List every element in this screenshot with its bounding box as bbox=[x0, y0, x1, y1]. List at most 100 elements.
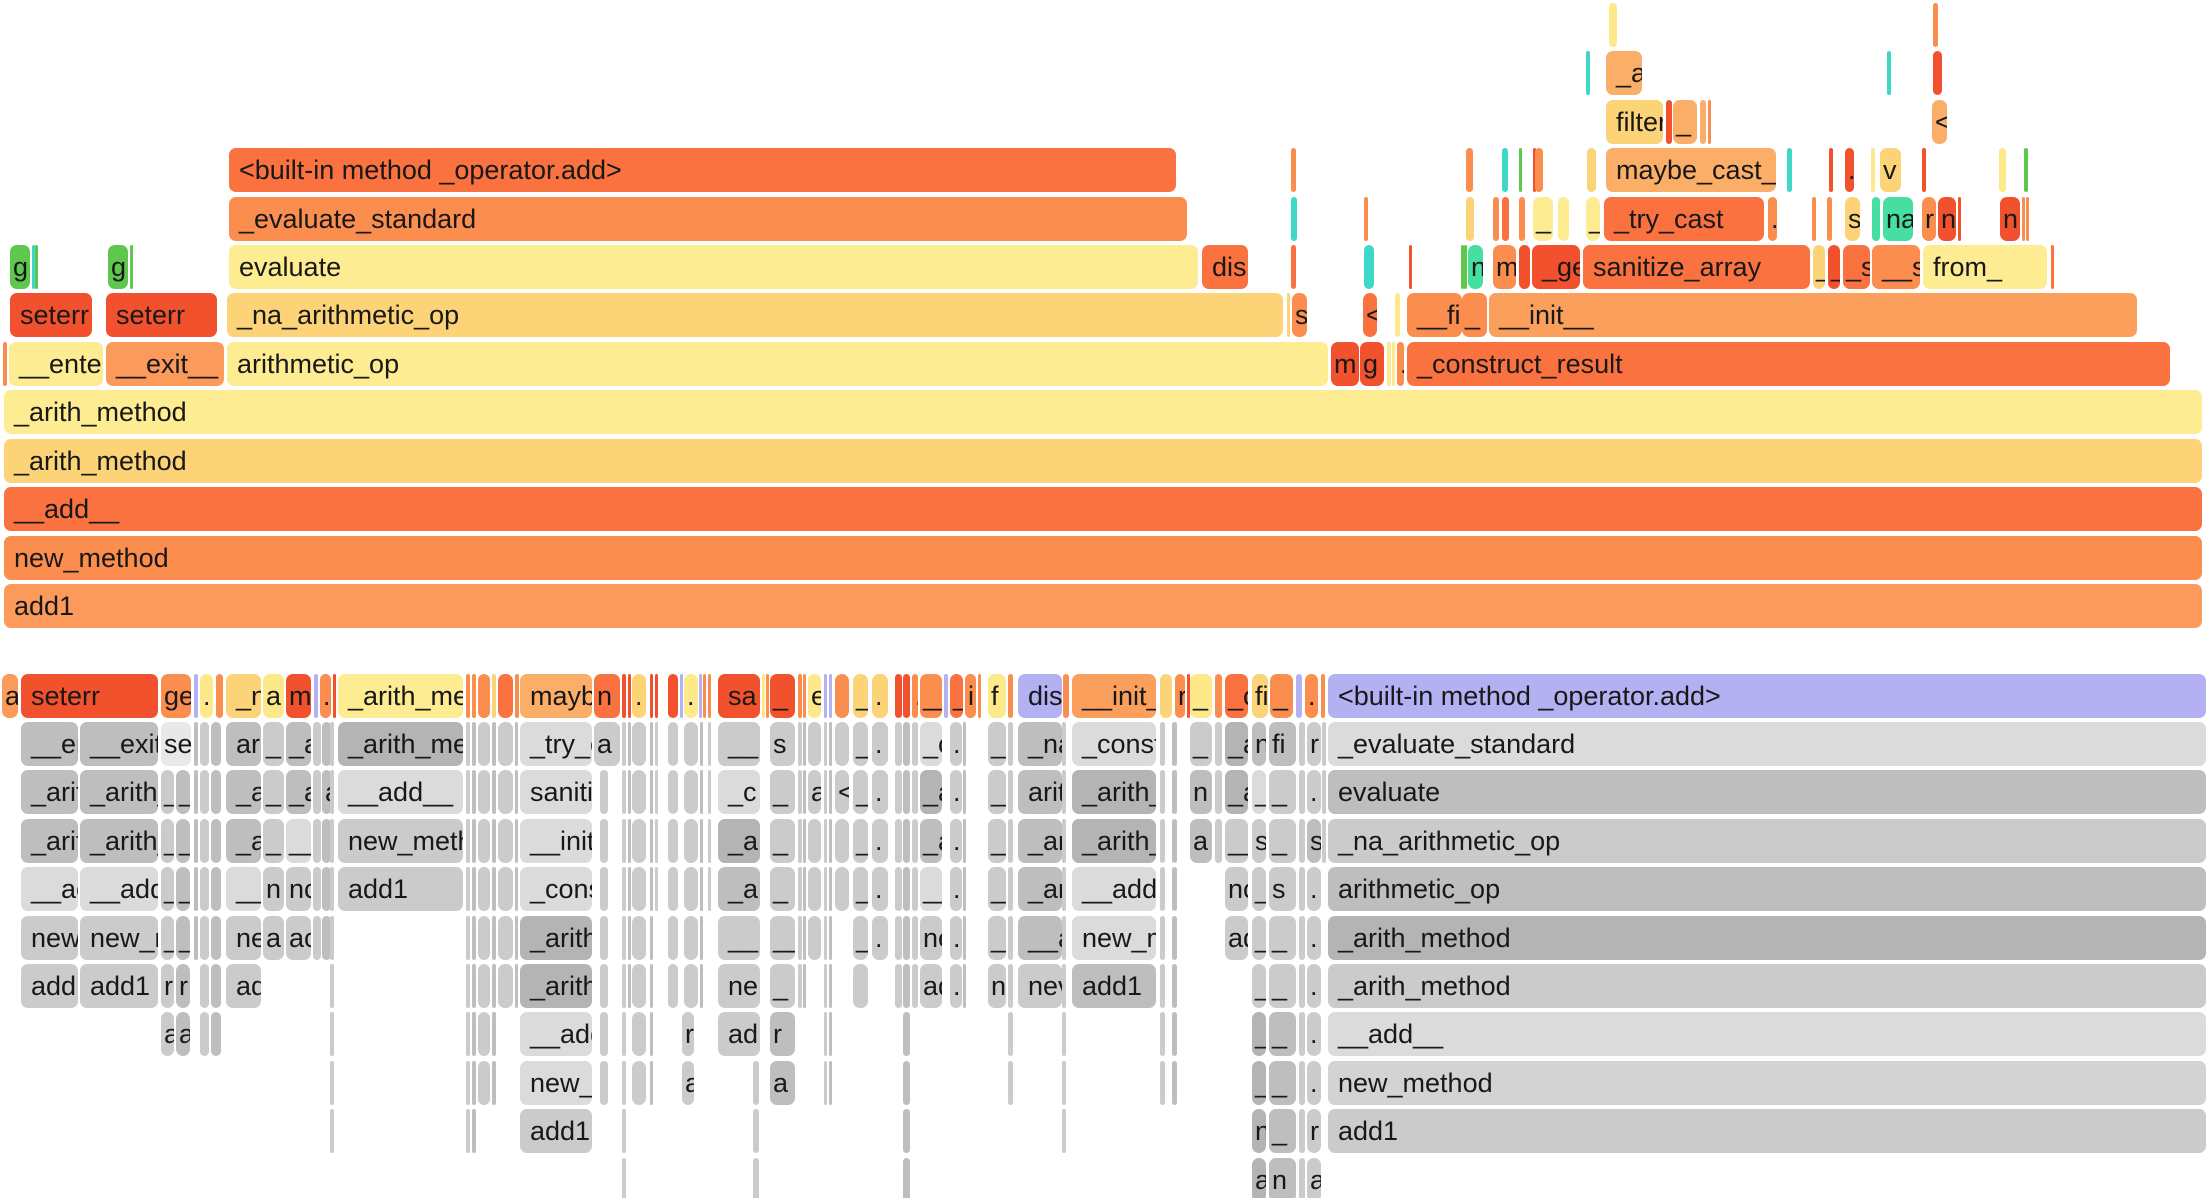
caller-frame[interactable] bbox=[330, 1061, 334, 1105]
caller-frame[interactable] bbox=[798, 916, 802, 960]
sandwich-header-frame[interactable] bbox=[835, 674, 849, 718]
sandwich-header-frame[interactable]: _ bbox=[770, 674, 795, 718]
sandwich-header-frame[interactable]: n bbox=[594, 674, 620, 718]
caller-frame[interactable] bbox=[1299, 1109, 1305, 1153]
caller-frame[interactable] bbox=[808, 819, 821, 863]
flame-frame[interactable]: n bbox=[1938, 197, 1956, 241]
caller-frame[interactable]: __add_ bbox=[1072, 867, 1156, 911]
caller-frame[interactable] bbox=[912, 819, 918, 863]
caller-frame[interactable] bbox=[1008, 722, 1013, 766]
caller-frame[interactable] bbox=[478, 964, 490, 1008]
selected-frame[interactable] bbox=[1296, 674, 1302, 718]
sandwich-header-frame[interactable] bbox=[668, 674, 678, 718]
caller-frame[interactable] bbox=[650, 770, 653, 814]
caller-frame[interactable] bbox=[515, 867, 518, 911]
caller-frame[interactable]: _ bbox=[263, 722, 284, 766]
sandwich-header-frame[interactable]: . bbox=[684, 674, 698, 718]
caller-frame[interactable]: ari bbox=[226, 722, 261, 766]
caller-frame[interactable]: ad bbox=[1225, 916, 1248, 960]
caller-frame[interactable]: ne bbox=[226, 916, 261, 960]
caller-frame[interactable] bbox=[622, 1109, 626, 1153]
caller-frame[interactable]: _ bbox=[1269, 1012, 1296, 1056]
caller-frame[interactable] bbox=[1160, 867, 1165, 911]
caller-frame[interactable] bbox=[492, 1061, 496, 1105]
caller-frame[interactable] bbox=[1215, 770, 1222, 814]
caller-frame[interactable] bbox=[1299, 722, 1305, 766]
caller-frame[interactable]: _arith bbox=[520, 916, 592, 960]
caller-frame[interactable]: _ bbox=[1252, 1012, 1266, 1056]
caller-frame[interactable]: _arith_ bbox=[1072, 819, 1156, 863]
caller-frame[interactable]: a bbox=[263, 916, 284, 960]
sandwich-header-frame[interactable] bbox=[978, 674, 981, 718]
sandwich-header-frame[interactable]: __f bbox=[920, 674, 942, 718]
caller-frame[interactable]: _a bbox=[226, 819, 261, 863]
flame-frame[interactable] bbox=[1933, 51, 1942, 95]
caller-frame[interactable]: new_meth bbox=[338, 819, 463, 863]
caller-frame[interactable] bbox=[632, 770, 646, 814]
caller-frame[interactable] bbox=[1160, 770, 1165, 814]
caller-frame[interactable]: _ bbox=[1269, 770, 1296, 814]
caller-frame[interactable] bbox=[1160, 1012, 1165, 1056]
selected-frame[interactable] bbox=[699, 674, 702, 718]
caller-frame[interactable] bbox=[622, 867, 626, 911]
flame-frame[interactable]: _ bbox=[1828, 245, 1840, 289]
flame-frame[interactable] bbox=[1502, 197, 1509, 241]
sandwich-header-frame[interactable] bbox=[466, 674, 470, 718]
caller-frame[interactable] bbox=[1008, 867, 1013, 911]
caller-frame[interactable] bbox=[622, 1061, 626, 1105]
caller-frame[interactable] bbox=[829, 867, 832, 911]
flame-frame[interactable]: _s bbox=[1843, 245, 1870, 289]
caller-frame[interactable] bbox=[655, 819, 658, 863]
caller-frame[interactable] bbox=[313, 770, 321, 814]
caller-frame[interactable] bbox=[1062, 1012, 1066, 1056]
caller-frame[interactable]: _ bbox=[263, 819, 284, 863]
caller-frame[interactable]: __exit bbox=[80, 722, 158, 766]
sandwich-header-frame[interactable] bbox=[766, 674, 769, 718]
caller-frame[interactable]: _arith_ bbox=[80, 819, 158, 863]
flame-frame[interactable] bbox=[1922, 148, 1926, 192]
caller-frame[interactable]: _ bbox=[263, 770, 284, 814]
caller-frame[interactable] bbox=[650, 1012, 653, 1056]
caller-frame[interactable]: nev bbox=[1018, 964, 1062, 1008]
caller-frame[interactable] bbox=[700, 964, 703, 1008]
caller-frame[interactable] bbox=[903, 916, 910, 960]
caller-frame[interactable] bbox=[478, 867, 490, 911]
caller-frame[interactable] bbox=[1008, 819, 1013, 863]
flame-frame[interactable]: sanitize_array bbox=[1583, 245, 1810, 289]
flame-frame[interactable]: _ bbox=[1586, 197, 1600, 241]
flame-frame[interactable] bbox=[1829, 148, 1833, 192]
caller-frame[interactable] bbox=[330, 1109, 334, 1153]
caller-frame[interactable] bbox=[824, 1061, 827, 1105]
caller-frame[interactable]: __er bbox=[21, 722, 78, 766]
flame-frame[interactable]: <built-in method _operator.add> bbox=[229, 148, 1176, 192]
caller-frame[interactable] bbox=[622, 1158, 626, 1198]
caller-frame[interactable] bbox=[963, 722, 966, 766]
caller-frame[interactable]: r bbox=[682, 1012, 694, 1056]
caller-frame[interactable]: a bbox=[1252, 1158, 1266, 1198]
sandwich-header-frame[interactable]: sa bbox=[718, 674, 760, 718]
caller-frame[interactable] bbox=[963, 770, 966, 814]
caller-frame[interactable] bbox=[803, 916, 806, 960]
flame-frame[interactable] bbox=[1392, 342, 1395, 386]
caller-frame[interactable] bbox=[1172, 770, 1177, 814]
sandwich-header-frame[interactable] bbox=[655, 674, 658, 718]
flame-frame[interactable]: g bbox=[108, 245, 128, 289]
caller-frame[interactable] bbox=[824, 916, 827, 960]
caller-frame[interactable]: _ bbox=[1252, 770, 1266, 814]
sandwich-header-frame[interactable]: . bbox=[1305, 674, 1318, 718]
caller-frame[interactable] bbox=[912, 722, 918, 766]
caller-frame[interactable] bbox=[200, 819, 209, 863]
flame-frame[interactable] bbox=[1287, 293, 1290, 337]
caller-frame[interactable] bbox=[622, 964, 626, 1008]
caller-frame[interactable] bbox=[798, 819, 802, 863]
caller-frame[interactable]: _ar bbox=[920, 770, 942, 814]
flame-frame[interactable]: _ bbox=[1462, 293, 1487, 337]
flame-frame[interactable] bbox=[1364, 245, 1374, 289]
caller-frame[interactable]: _arith bbox=[520, 964, 592, 1008]
caller-frame[interactable] bbox=[1172, 1012, 1177, 1056]
caller-frame[interactable]: __add bbox=[80, 867, 158, 911]
caller-frame[interactable] bbox=[1172, 819, 1177, 863]
caller-frame[interactable]: _ bbox=[988, 722, 1006, 766]
caller-frame[interactable] bbox=[200, 867, 209, 911]
caller-frame[interactable] bbox=[472, 1012, 476, 1056]
